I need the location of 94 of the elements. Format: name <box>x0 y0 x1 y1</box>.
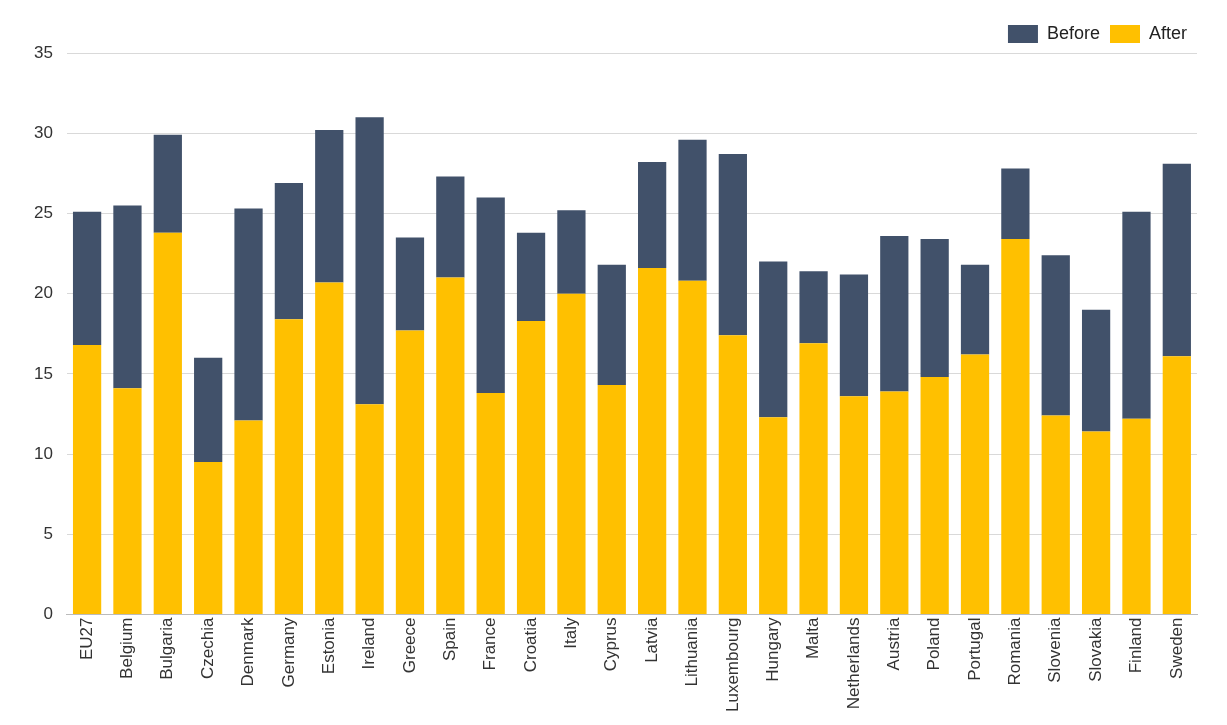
bar <box>476 393 505 614</box>
bar <box>234 208 263 421</box>
x-tick-label: Belgium <box>117 617 137 679</box>
bar <box>1081 431 1111 614</box>
bar <box>516 320 546 614</box>
x-tick-label: Malta <box>803 616 823 660</box>
x-tick-label: Romania <box>1005 616 1025 686</box>
x-tick-label: Denmark <box>238 617 258 687</box>
legend-label: After <box>1148 22 1188 43</box>
bar <box>1162 356 1191 614</box>
y-tick-label: 35 <box>33 42 53 62</box>
bar <box>759 417 788 614</box>
y-tick-label: 0 <box>43 604 53 624</box>
x-tick-label: Estonia <box>318 616 338 675</box>
x-tick-label: Latvia <box>641 616 661 663</box>
bar <box>799 271 828 344</box>
bar <box>718 154 747 336</box>
x-tick-label: Bulgaria <box>157 616 177 680</box>
x-tick-label: Germany <box>278 617 298 688</box>
y-tick-label: 15 <box>33 363 53 383</box>
bar <box>799 343 828 614</box>
bar <box>72 211 102 345</box>
bar <box>718 335 747 614</box>
y-tick-label: 5 <box>43 523 53 543</box>
bar <box>839 274 869 397</box>
y-tick-label: 30 <box>33 122 53 142</box>
y-tick-label: 25 <box>33 203 53 223</box>
bar <box>274 182 304 320</box>
x-tick-label: Czechia <box>197 616 217 679</box>
legend-label: Before <box>1046 22 1100 43</box>
bar <box>1001 239 1030 614</box>
bar <box>759 261 788 418</box>
x-tick-label: Austria <box>883 616 903 671</box>
bar <box>113 205 142 389</box>
bar <box>557 293 586 614</box>
x-tick-label: Slovakia <box>1085 616 1105 682</box>
bar <box>960 354 990 614</box>
bar <box>880 391 909 614</box>
bar <box>194 357 223 463</box>
bar <box>234 420 263 614</box>
bar <box>436 277 465 614</box>
bar <box>315 282 344 614</box>
x-tick-label: Sweden <box>1166 617 1186 679</box>
bar <box>880 235 909 392</box>
bar <box>72 344 102 614</box>
x-tick-label: Hungary <box>762 617 782 682</box>
x-tick-label: Finland <box>1126 617 1146 674</box>
bar <box>638 162 667 268</box>
x-tick-label: Lithuania <box>682 616 702 687</box>
bar <box>395 237 425 331</box>
bar <box>153 232 182 614</box>
bar <box>557 210 586 294</box>
bar <box>1041 255 1070 416</box>
bar <box>113 388 142 614</box>
bar <box>315 130 344 283</box>
bar <box>920 239 949 378</box>
bar <box>638 267 667 614</box>
bar <box>1041 415 1070 614</box>
x-tick-label: Ireland <box>359 617 379 670</box>
bar <box>355 404 384 614</box>
x-tick-label: Portugal <box>964 617 984 681</box>
bar <box>436 176 465 278</box>
x-tick-label: France <box>480 617 500 671</box>
x-tick-label: Poland <box>924 617 944 671</box>
y-tick-label: 20 <box>33 283 53 303</box>
x-tick-label: Cyprus <box>601 617 621 672</box>
bar <box>839 396 869 614</box>
bar <box>476 197 505 394</box>
bar <box>516 232 546 321</box>
x-tick-label: Italy <box>561 617 581 649</box>
bar <box>1122 418 1151 614</box>
x-tick-label: Slovenia <box>1045 616 1065 683</box>
x-tick-label: Spain <box>440 617 460 661</box>
x-tick-label: Croatia <box>520 616 540 673</box>
bar <box>395 330 425 614</box>
bar <box>1001 168 1030 240</box>
bar <box>194 462 223 614</box>
bar <box>1122 211 1151 419</box>
x-tick-label: EU27 <box>76 617 96 661</box>
bar <box>1162 163 1191 357</box>
bar <box>1081 309 1111 432</box>
bar <box>960 264 990 355</box>
x-tick-label: Greece <box>399 617 419 674</box>
y-tick-label: 10 <box>33 443 53 463</box>
bar <box>274 319 304 614</box>
bar <box>597 385 626 614</box>
x-tick-label: Luxembourg <box>722 617 742 713</box>
bar <box>355 117 384 405</box>
bar <box>678 280 707 614</box>
bar <box>678 139 707 281</box>
bar <box>153 134 182 233</box>
bar <box>597 264 626 386</box>
x-tick-label: Netherlands <box>843 617 863 710</box>
bar <box>920 377 949 614</box>
